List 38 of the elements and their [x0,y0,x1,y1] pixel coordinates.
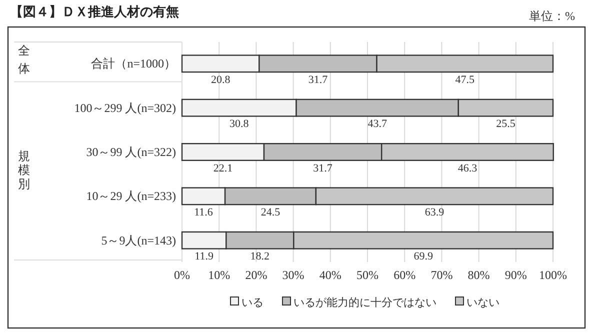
data-label: 11.9 [194,250,214,263]
data-label: 20.8 [210,74,231,86]
data-label: 31.7 [313,162,333,174]
legend-label: いるが能力的に十分ではない [294,296,436,309]
x-tick-label: 60% [394,268,416,282]
data-label: 18.2 [250,250,270,263]
data-label: 22.1 [213,162,233,174]
x-tick-label: 90% [504,268,527,282]
legend-label: いない [466,297,500,309]
y-tick-label: 100～299 人(n=302) [74,100,176,115]
data-label: 47.5 [455,74,476,86]
x-tick-label: 80% [468,268,490,282]
legend-label: いる [242,297,264,309]
x-tick-label: 20% [245,268,268,282]
data-label: 11.6 [194,206,214,219]
x-tick-label: 30% [282,268,304,282]
x-tick-label: 40% [319,268,342,282]
data-label: 46.3 [458,162,478,174]
data-label: 30.8 [230,118,250,130]
text: 規模別 [18,149,30,192]
data-label: 24.5 [260,206,281,219]
data-label: 31.7 [308,74,328,86]
y-tick-label: 10～29 人(n=233) [86,189,176,204]
x-tick-label: 70% [430,268,453,282]
x-tick-label: 0% [174,268,190,282]
data-label: 43.7 [368,118,388,130]
y-tick-label: 30～99 人(n=322) [86,145,176,159]
x-tick-label: 10% [208,268,230,282]
data-label: 63.9 [424,206,445,219]
chart-title: 【図４】ＤＸ推進人材の有無 [10,4,179,19]
data-label: 25.5 [496,118,516,130]
text: 単位：% [529,9,575,23]
x-tick-label: 100% [539,268,567,282]
y-tick-label: 5～9人(n=143) [101,233,176,248]
x-tick-label: 50% [356,268,378,282]
data-label: 69.9 [414,250,434,263]
text: 全体 [18,44,30,76]
y-tick-label: 合計（n=1000） [91,56,176,71]
